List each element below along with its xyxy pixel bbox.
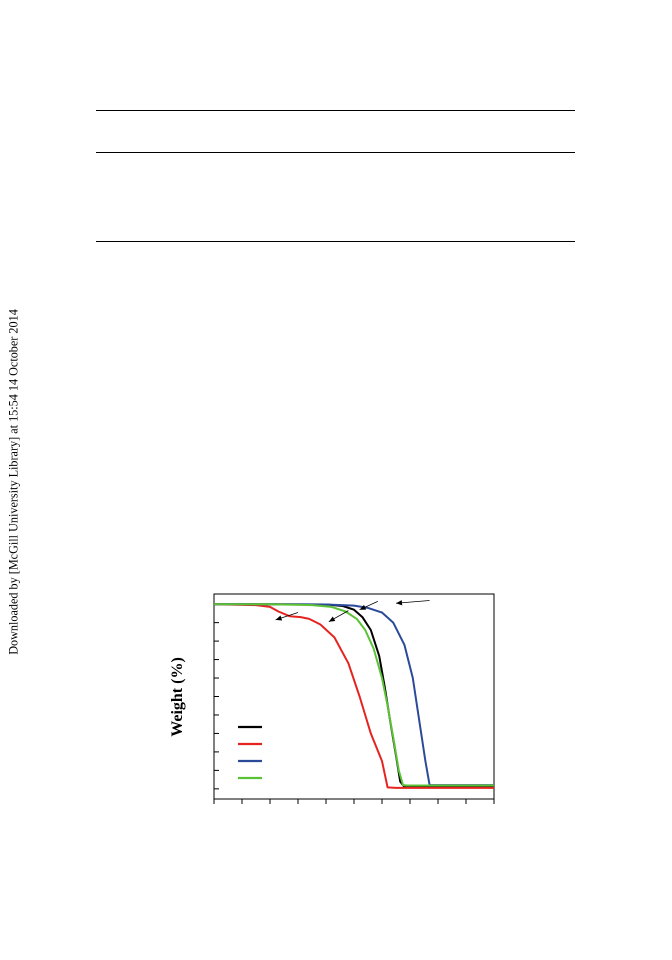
table-header-rule bbox=[96, 152, 575, 153]
plot-frame bbox=[213, 593, 495, 800]
weight-loss-chart: Weight (%) bbox=[169, 593, 495, 804]
table-bottom-rule bbox=[96, 241, 575, 242]
series-line-3 bbox=[214, 603, 494, 787]
x-ticks bbox=[213, 799, 495, 804]
series-line-2 bbox=[214, 603, 494, 787]
y-ticks bbox=[214, 603, 219, 790]
download-note-text: Downloaded by [McGill University Library… bbox=[6, 309, 21, 655]
annotation-arrow-3 bbox=[395, 600, 430, 606]
annotation-arrow-0 bbox=[275, 612, 299, 621]
annotation-arrow-2 bbox=[359, 601, 378, 611]
series-line-1 bbox=[214, 603, 494, 789]
annotation-arrow-1 bbox=[328, 610, 349, 623]
annotation-layer bbox=[275, 600, 430, 623]
table-top-rule bbox=[96, 110, 575, 111]
series-layer bbox=[214, 603, 494, 789]
y-axis-label: Weight (%) bbox=[169, 657, 186, 737]
legend bbox=[238, 725, 262, 780]
